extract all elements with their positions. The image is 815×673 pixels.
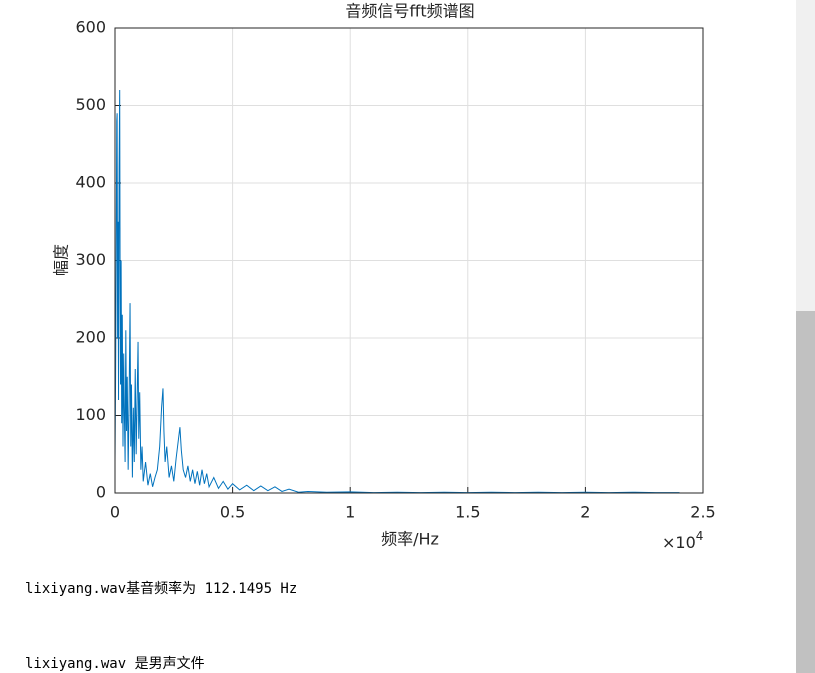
multiplier-base: ×10 <box>662 533 696 552</box>
y-tick-label: 300 <box>75 250 106 269</box>
x-tick-label: 0.5 <box>220 503 245 522</box>
x-tick-label: 2.5 <box>690 503 715 522</box>
x-axis-label: 频率/Hz <box>381 530 439 549</box>
figure: 音频信号fft频谱图 频率/Hz 幅度 ×104 0 100 200 300 400 50… <box>52 2 716 552</box>
y-tick-label: 500 <box>75 95 106 114</box>
output-line: lixiyang.wav 是男声文件 <box>25 656 205 672</box>
chart-title: 音频信号fft频谱图 <box>345 2 474 21</box>
output-line: lixiyang.wav基音频率为 112.1495 Hz <box>25 581 298 597</box>
y-tick-label: 0 <box>96 483 106 502</box>
x-multiplier: ×104 <box>662 529 703 552</box>
spectrum-line <box>114 89 680 494</box>
axes-box <box>114 27 704 494</box>
y-tick-label: 100 <box>75 405 106 424</box>
x-tick-label: 1.5 <box>455 503 480 522</box>
multiplier-exponent: 4 <box>696 529 704 543</box>
y-tick-label: 200 <box>75 328 106 347</box>
x-tick-label: 1 <box>345 503 355 522</box>
x-tick-label: 0 <box>110 503 120 522</box>
scrollbar-thumb[interactable] <box>796 311 815 673</box>
y-tick-label: 600 <box>75 18 106 37</box>
y-axis-label: 幅度 <box>52 244 71 276</box>
y-tick-label: 400 <box>75 173 106 192</box>
x-tick-label: 2 <box>580 503 590 522</box>
